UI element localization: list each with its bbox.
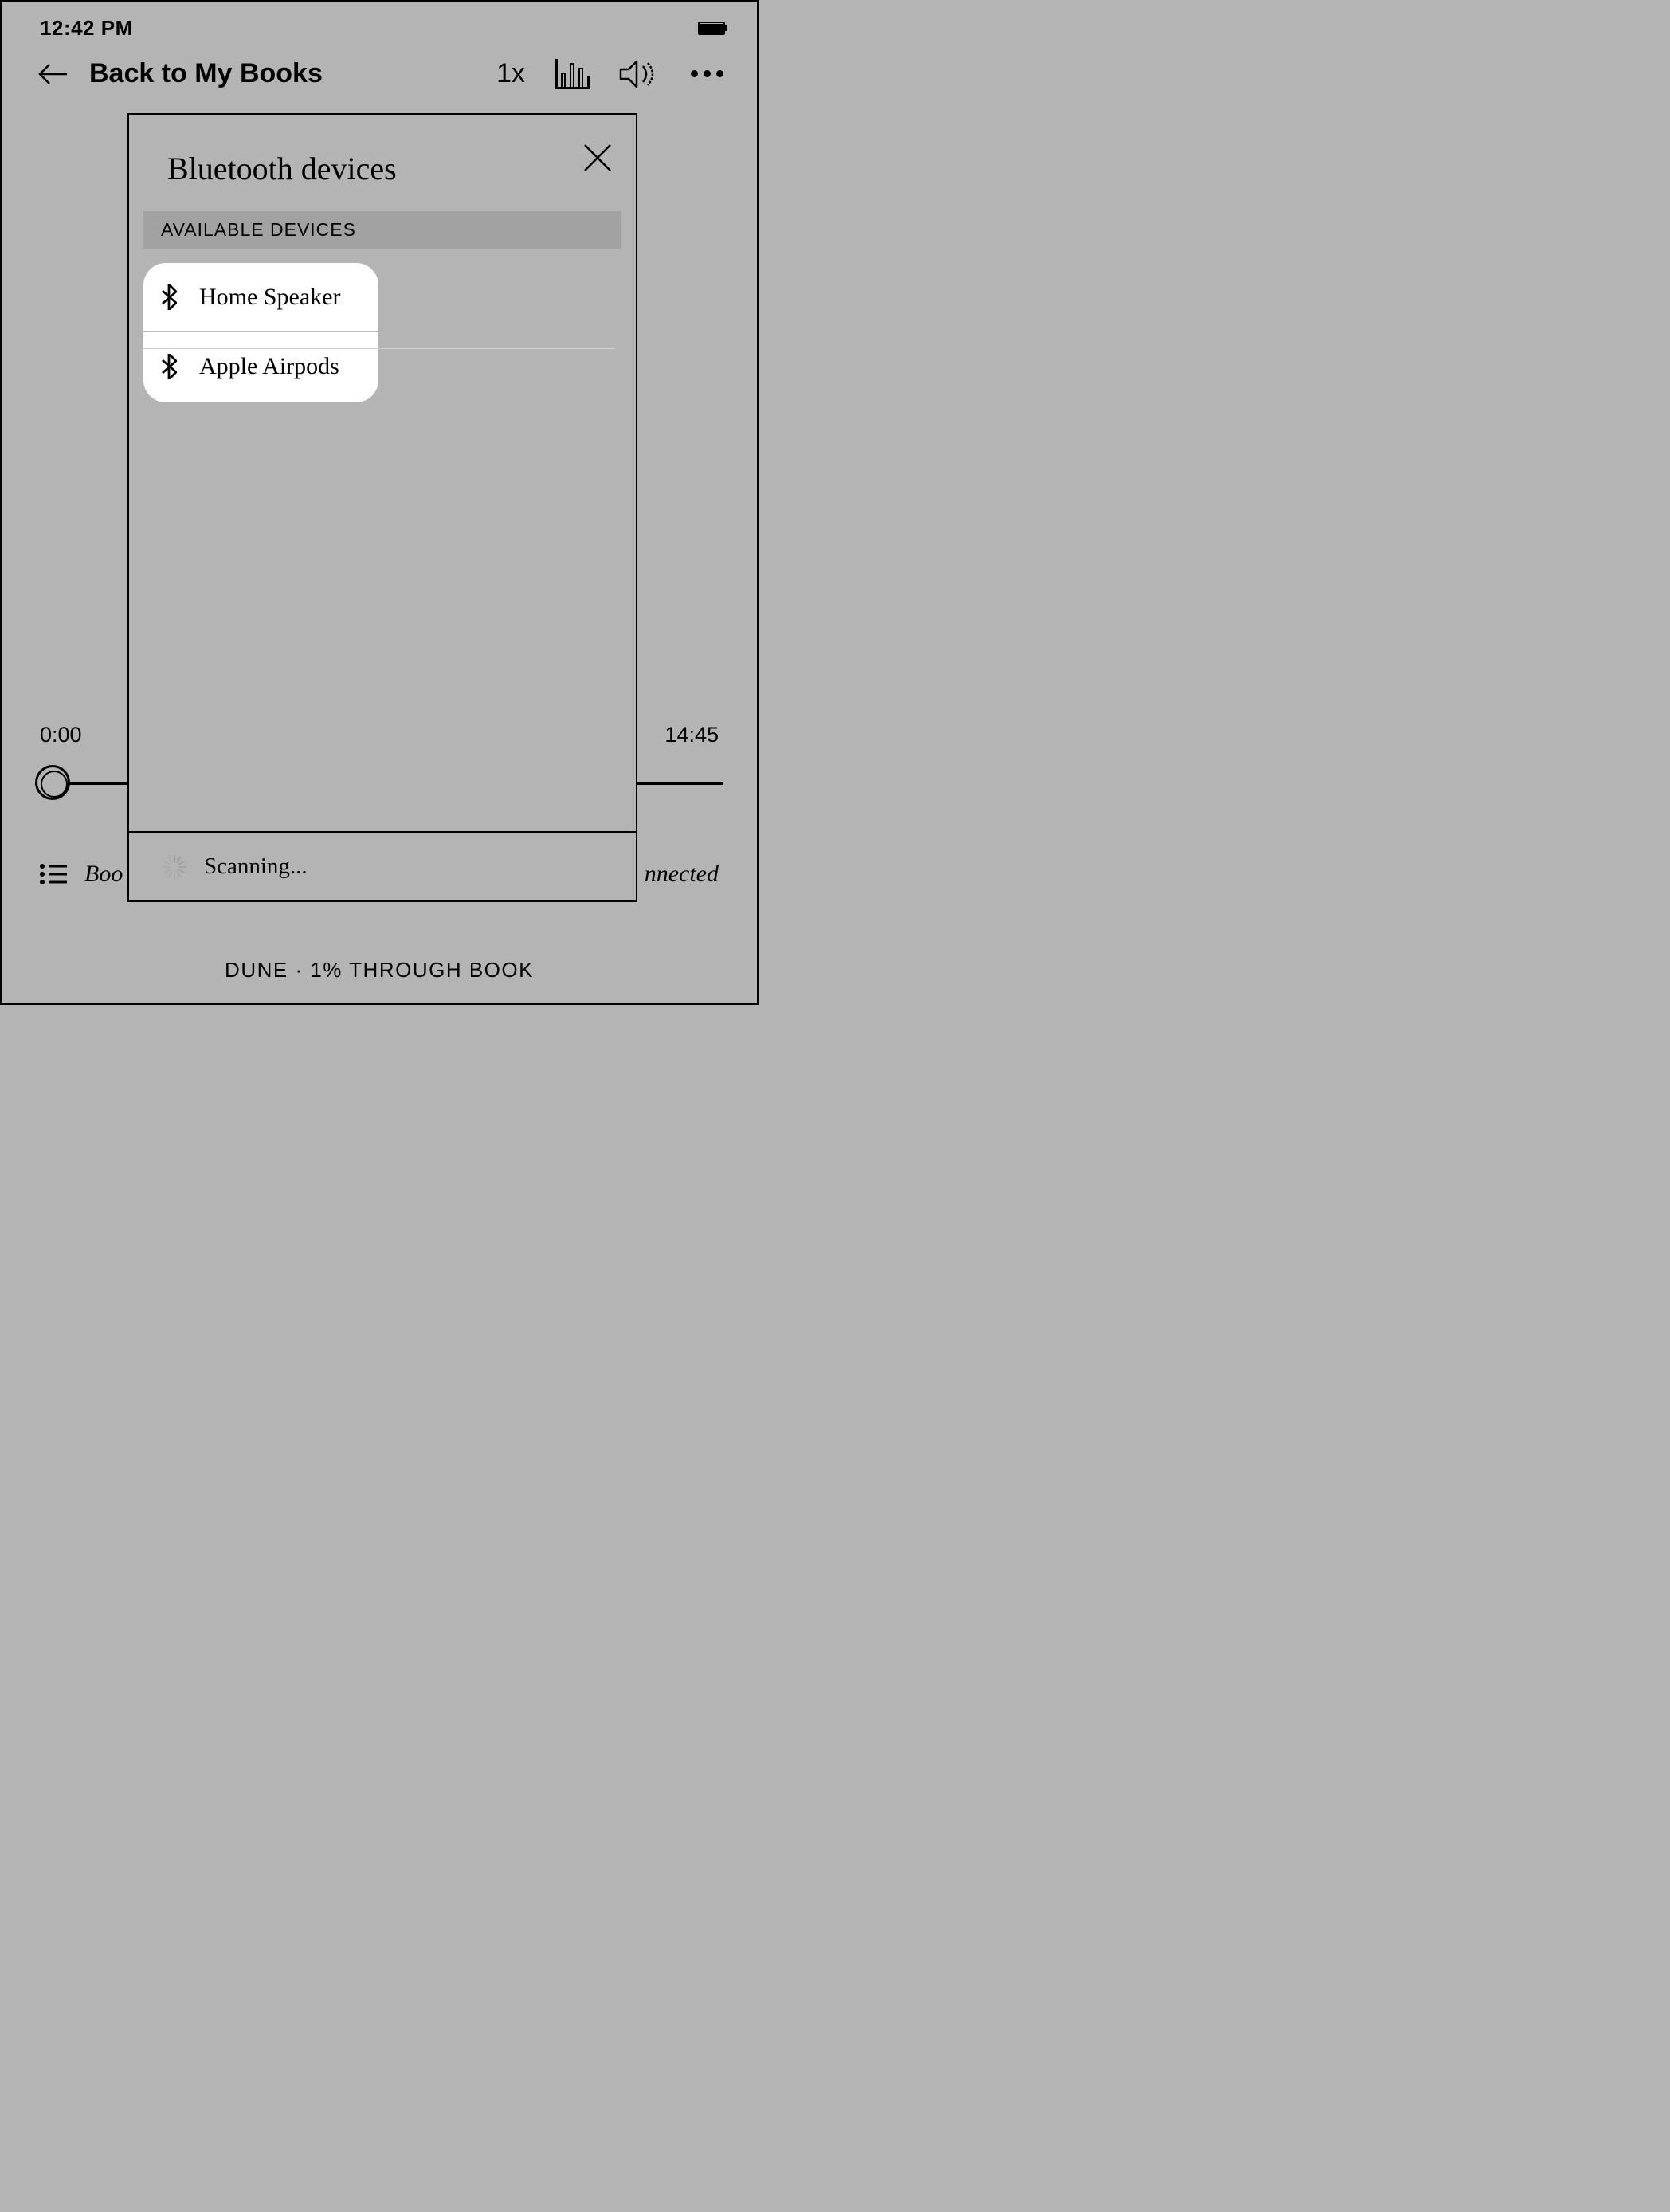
spinner-icon xyxy=(163,855,186,879)
total-time: 14:45 xyxy=(664,723,719,747)
bluetooth-icon xyxy=(161,284,177,310)
back-button[interactable]: Back to My Books xyxy=(89,58,474,89)
bluetooth-modal: Bluetooth devices AVAILABLE DEVICES Home… xyxy=(127,113,637,902)
device-item-home-speaker[interactable]: Home Speaker xyxy=(143,263,378,331)
more-options-icon[interactable] xyxy=(691,70,723,77)
book-label-partial: Boo xyxy=(84,861,123,888)
close-icon[interactable] xyxy=(583,143,612,172)
section-available-devices: AVAILABLE DEVICES xyxy=(143,211,621,249)
clock-time: 12:42 PM xyxy=(40,16,133,41)
playback-speed-button[interactable]: 1x xyxy=(496,58,525,89)
modal-footer: Scanning... xyxy=(129,831,636,900)
device-name: Apple Airpods xyxy=(199,353,339,380)
modal-title: Bluetooth devices xyxy=(167,150,397,187)
back-arrow-icon[interactable] xyxy=(38,63,67,85)
volume-icon[interactable] xyxy=(619,60,657,88)
status-bar: 12:42 PM xyxy=(2,2,757,49)
connected-label-partial: nnected xyxy=(645,861,719,888)
scanning-status: Scanning... xyxy=(204,853,308,880)
equalizer-icon[interactable] xyxy=(555,59,590,89)
battery-icon xyxy=(698,22,725,35)
device-list: Home Speaker Apple Airpods xyxy=(143,263,621,402)
footer-progress: DUNE · 1% THROUGH BOOK xyxy=(2,958,757,982)
progress-thumb[interactable] xyxy=(35,765,70,800)
device-item-apple-airpods[interactable]: Apple Airpods xyxy=(143,332,378,401)
chapters-icon[interactable] xyxy=(40,863,67,885)
nav-bar: Back to My Books 1x xyxy=(2,49,757,104)
current-time: 0:00 xyxy=(40,723,82,747)
device-name: Home Speaker xyxy=(199,284,340,311)
bluetooth-icon xyxy=(161,354,177,379)
